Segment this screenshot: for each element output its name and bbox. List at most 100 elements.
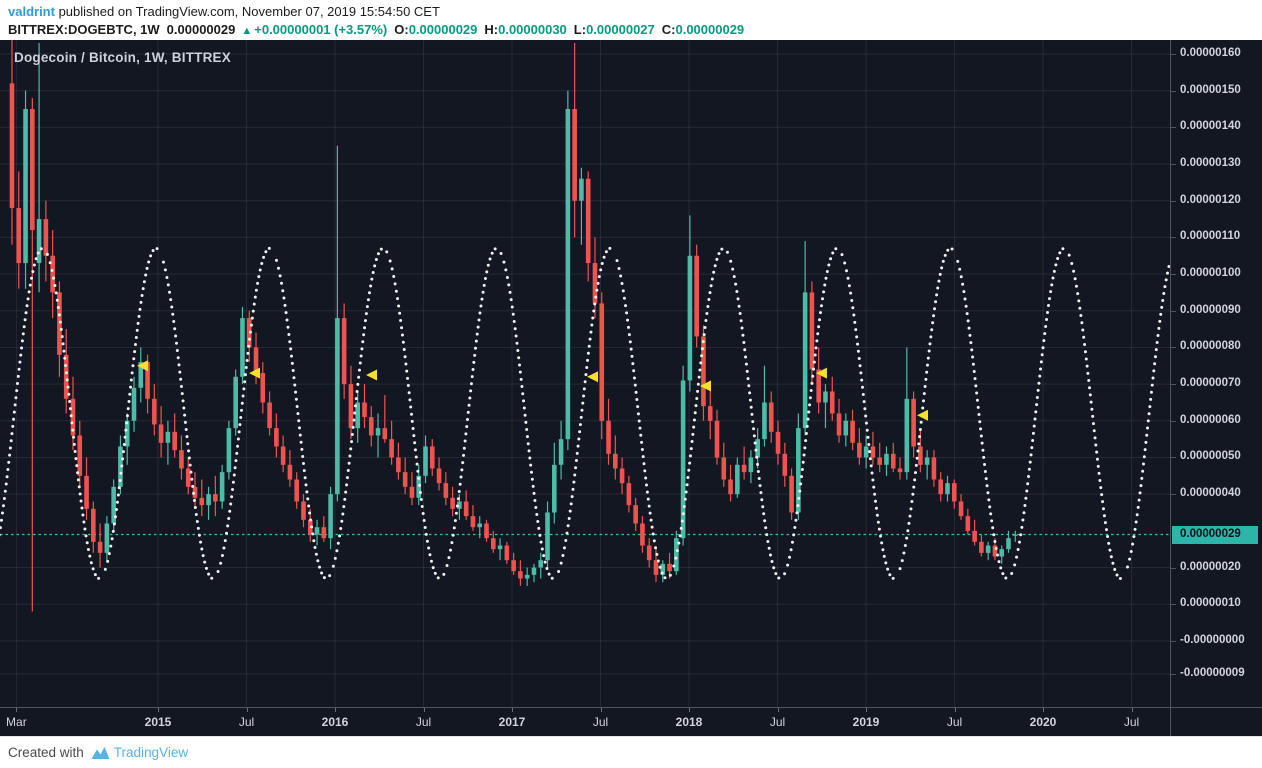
candle[interactable] <box>843 413 849 447</box>
candle[interactable] <box>301 494 306 528</box>
candle[interactable] <box>226 420 232 480</box>
candle[interactable] <box>538 552 544 579</box>
candle[interactable] <box>355 391 361 443</box>
candle[interactable] <box>646 538 652 568</box>
candle[interactable] <box>728 464 733 502</box>
candle[interactable] <box>863 435 869 469</box>
candle[interactable] <box>755 428 760 469</box>
candle[interactable] <box>43 200 49 282</box>
candle[interactable] <box>436 457 442 491</box>
candle[interactable] <box>816 347 821 414</box>
candle[interactable] <box>735 457 740 498</box>
candle[interactable] <box>152 384 157 436</box>
candle[interactable] <box>884 446 889 476</box>
candle[interactable] <box>368 406 374 447</box>
candle[interactable] <box>30 98 35 612</box>
candle[interactable] <box>558 420 564 480</box>
candle[interactable] <box>335 145 340 502</box>
candle[interactable] <box>280 435 286 473</box>
candle[interactable] <box>463 490 469 520</box>
candle[interactable] <box>890 442 896 473</box>
candle[interactable] <box>897 457 903 480</box>
chart-legend[interactable]: Dogecoin / Bitcoin, 1W, BITTREX <box>14 50 231 65</box>
candle[interactable] <box>707 384 713 440</box>
tradingview-link[interactable]: TradingView <box>113 745 189 760</box>
candle[interactable] <box>687 215 693 392</box>
candle[interactable] <box>423 435 428 484</box>
candle[interactable] <box>606 398 611 465</box>
candle[interactable] <box>789 468 794 520</box>
candle[interactable] <box>633 497 638 531</box>
candle[interactable] <box>531 563 537 583</box>
candlestick-plot[interactable] <box>0 40 1170 707</box>
candle[interactable] <box>362 384 367 429</box>
candle[interactable] <box>240 307 245 385</box>
candle[interactable] <box>111 479 116 531</box>
signal-marker[interactable] <box>699 380 711 392</box>
candle[interactable] <box>809 281 815 385</box>
candle[interactable] <box>592 237 598 319</box>
candle[interactable] <box>199 479 205 517</box>
candle[interactable] <box>674 530 679 575</box>
candle[interactable] <box>511 552 516 575</box>
candle[interactable] <box>341 303 347 399</box>
candle[interactable] <box>552 442 557 524</box>
candle[interactable] <box>9 40 15 245</box>
candle[interactable] <box>565 90 571 451</box>
time-axis[interactable]: Mar 2015 Jul 2016 Jul 2017 Jul 2018 Jul 2019 Jul 20… <box>0 707 1170 736</box>
candle[interactable] <box>579 167 584 245</box>
candle[interactable] <box>613 435 618 480</box>
candle[interactable] <box>267 391 272 436</box>
candle[interactable] <box>599 292 605 440</box>
candle[interactable] <box>131 376 137 432</box>
candle[interactable] <box>972 519 977 546</box>
candle[interactable] <box>626 475 632 513</box>
candle[interactable] <box>402 457 408 495</box>
candle[interactable] <box>985 541 991 561</box>
candle[interactable] <box>443 472 449 506</box>
signal-marker[interactable] <box>365 369 377 381</box>
candle[interactable] <box>680 365 686 546</box>
candle[interactable] <box>701 325 706 421</box>
candle[interactable] <box>84 457 89 520</box>
symbol-interval[interactable]: BITTREX:DOGEBTC, 1W <box>8 22 160 37</box>
candle[interactable] <box>287 450 293 487</box>
candle[interactable] <box>782 442 788 487</box>
candle[interactable] <box>16 171 22 289</box>
candle[interactable] <box>328 486 333 550</box>
candle[interactable] <box>77 420 83 487</box>
candle[interactable] <box>748 450 754 484</box>
signal-marker[interactable] <box>815 367 827 379</box>
candle[interactable] <box>965 508 971 535</box>
candle[interactable] <box>524 567 530 586</box>
chart-pane[interactable]: Dogecoin / Bitcoin, 1W, BITTREX <box>0 40 1170 707</box>
candle[interactable] <box>50 230 55 319</box>
candle[interactable] <box>1006 530 1011 553</box>
candle[interactable] <box>179 435 184 480</box>
candle[interactable] <box>118 435 123 495</box>
candle[interactable] <box>870 431 876 465</box>
candle[interactable] <box>23 90 28 289</box>
candle[interactable] <box>104 516 110 561</box>
candle[interactable] <box>314 519 320 546</box>
candle[interactable] <box>945 475 950 502</box>
candle[interactable] <box>91 501 96 553</box>
candle[interactable] <box>518 560 523 586</box>
signal-marker[interactable] <box>587 371 599 383</box>
candle[interactable] <box>97 523 103 568</box>
candle[interactable] <box>382 395 388 443</box>
candle[interactable] <box>477 516 483 539</box>
candle[interactable] <box>158 406 164 458</box>
candle[interactable] <box>951 479 957 509</box>
candle[interactable] <box>802 241 808 436</box>
candle[interactable] <box>294 472 299 509</box>
candle[interactable] <box>138 347 144 403</box>
signal-marker[interactable] <box>136 360 148 372</box>
candle[interactable] <box>572 42 577 238</box>
candle[interactable] <box>484 519 489 542</box>
candle[interactable] <box>836 398 842 443</box>
candle[interactable] <box>904 347 910 480</box>
candle[interactable] <box>931 450 937 487</box>
candle[interactable] <box>450 486 455 517</box>
candle[interactable] <box>185 457 191 495</box>
